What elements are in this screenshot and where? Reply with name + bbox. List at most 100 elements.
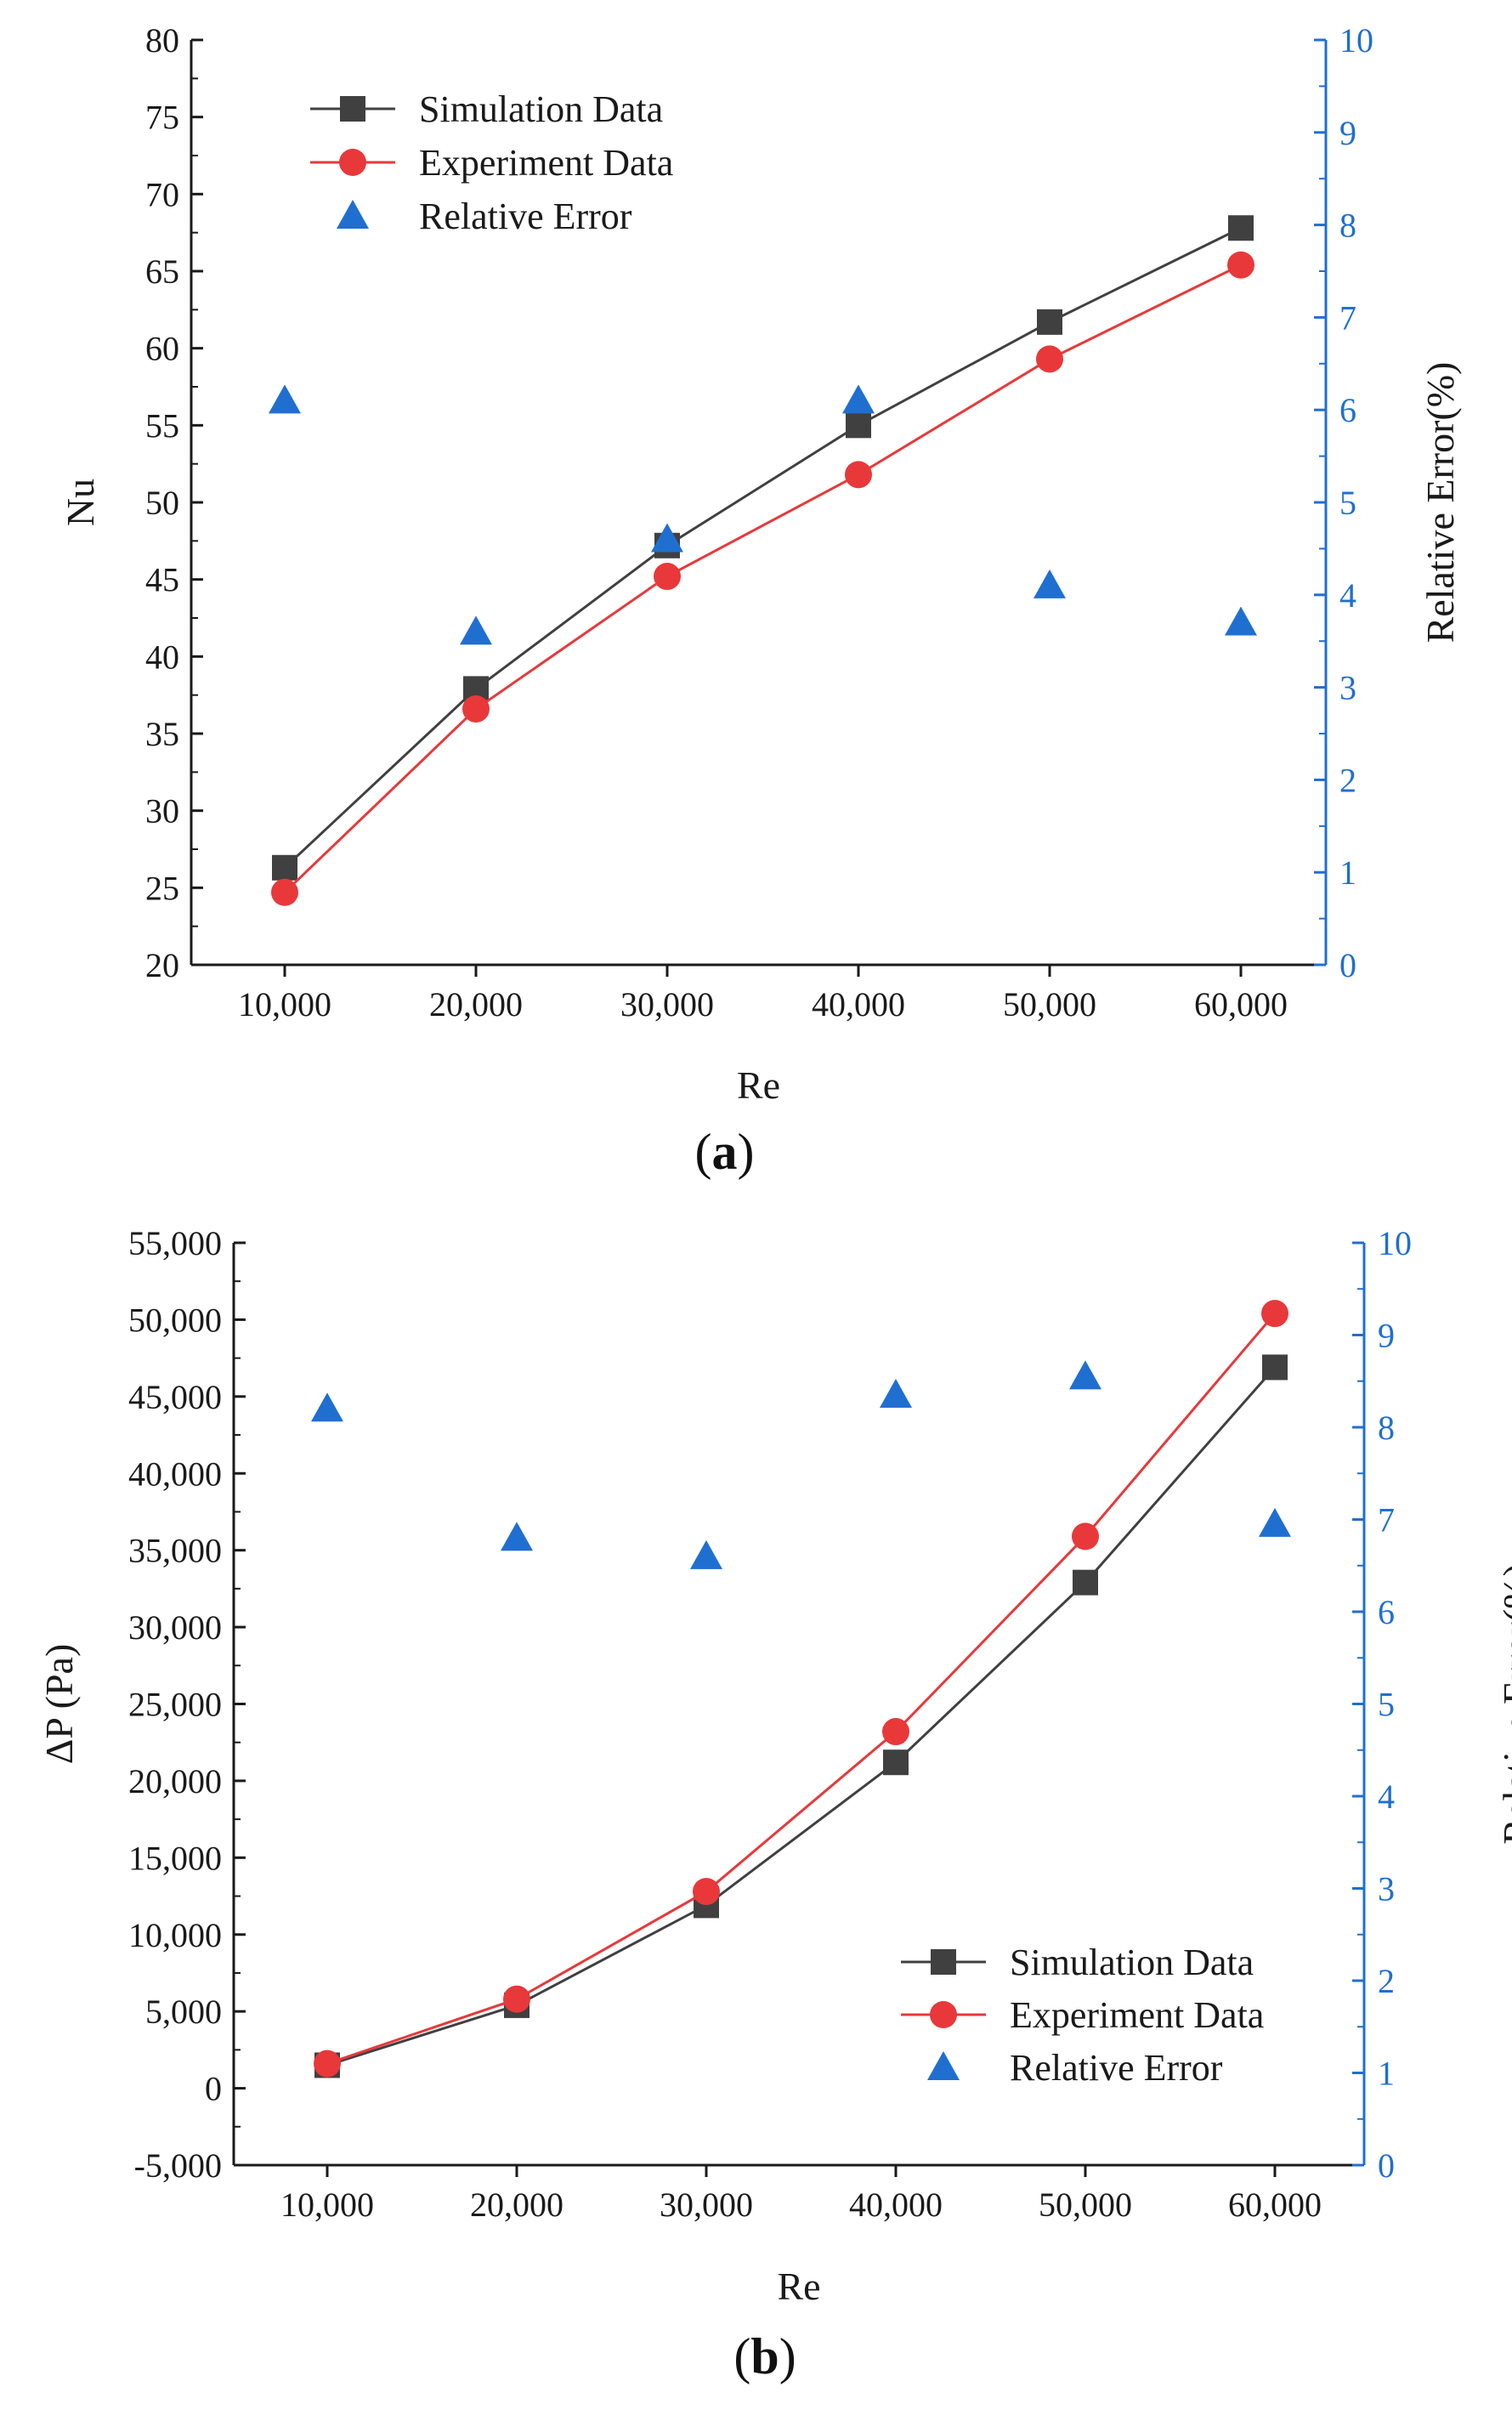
series-line xyxy=(283,264,1242,893)
left-tick-label: 45,000 xyxy=(128,1378,222,1416)
left-tick-label: 55 xyxy=(145,406,179,445)
x-axis-label: Re xyxy=(777,2265,820,2308)
x-tick-label: 50,000 xyxy=(1039,2186,1132,2224)
data-point-circle xyxy=(462,695,490,723)
right-tick-label: 8 xyxy=(1378,1409,1395,1447)
right-tick-label: 4 xyxy=(1339,576,1356,615)
series-relative-error xyxy=(269,384,1257,645)
series-line xyxy=(283,226,1242,869)
right-tick-label: 7 xyxy=(1378,1501,1395,1539)
data-point-triangle xyxy=(1033,569,1066,598)
right-tick-label: 5 xyxy=(1339,484,1356,522)
right-tick-label: 3 xyxy=(1378,1870,1395,1908)
series-experiment-data xyxy=(271,251,1254,906)
y2-axis-label: Relative Error(%) xyxy=(1419,362,1462,644)
x-tick-label: 20,000 xyxy=(470,2186,563,2224)
left-tick-label: 35,000 xyxy=(128,1532,222,1570)
data-point-triangle xyxy=(651,523,683,553)
left-tick-label: 60 xyxy=(145,330,179,368)
left-tick-label: 65 xyxy=(145,252,179,291)
left-tick-label: 45 xyxy=(145,561,179,599)
left-tick-label: 20 xyxy=(145,946,179,984)
legend-circle-icon xyxy=(339,149,366,176)
data-point-circle xyxy=(845,461,872,489)
left-tick-label: 40 xyxy=(145,638,179,676)
data-point-circle xyxy=(882,1718,909,1746)
left-tick-label: 35 xyxy=(145,715,179,753)
data-point-triangle xyxy=(1259,1507,1291,1537)
legend-square-icon xyxy=(931,1949,956,1975)
left-tick-label: 25 xyxy=(145,869,179,907)
x-tick-label: 60,000 xyxy=(1228,2186,1322,2224)
legend-circle-icon xyxy=(930,2001,957,2028)
x-tick-label: 10,000 xyxy=(238,985,331,1023)
legend-label: Relative Error xyxy=(1010,2047,1223,2089)
data-point-square xyxy=(846,412,871,439)
x-tick-label: 30,000 xyxy=(620,985,714,1023)
series-experiment-data xyxy=(314,1300,1288,2078)
left-tick-label: 0 xyxy=(205,2070,222,2108)
legend: Simulation Data Experiment Data Relative E… xyxy=(310,88,673,237)
legend-label: Relative Error xyxy=(419,196,632,237)
data-point-triangle xyxy=(1225,606,1257,636)
right-tick-label: 9 xyxy=(1339,114,1356,152)
right-tick-label: 7 xyxy=(1339,298,1356,337)
x-tick-label: 50,000 xyxy=(1003,985,1096,1023)
data-point-square xyxy=(883,1749,909,1776)
data-point-circle xyxy=(271,878,298,906)
right-tick-label: 2 xyxy=(1378,1962,1395,2000)
panel-label: (b) xyxy=(733,2328,796,2384)
series-line xyxy=(326,1313,1277,2066)
legend-label: Experiment Data xyxy=(419,142,673,184)
right-tick-label: 0 xyxy=(1339,946,1356,984)
right-tick-label: 10 xyxy=(1378,1224,1412,1262)
right-tick-label: 1 xyxy=(1339,853,1356,892)
chart-panel-a: 2025303540455055606570758001234567891010… xyxy=(59,21,1462,1180)
legend-label: Simulation Data xyxy=(419,88,663,130)
legend-square-icon xyxy=(340,96,365,122)
data-point-triangle xyxy=(501,1522,533,1551)
y2-axis-label: Relative Error(%) xyxy=(1495,1563,1512,1845)
data-point-square xyxy=(272,854,297,881)
data-point-triangle xyxy=(269,384,301,414)
y-axis-label: Nu xyxy=(59,479,102,526)
data-point-circle xyxy=(693,1878,720,1906)
left-tick-label: 25,000 xyxy=(128,1686,222,1724)
legend: Simulation Data Experiment Data Relative E… xyxy=(901,1942,1264,2089)
series-simulation-data xyxy=(272,215,1254,881)
right-tick-label: 5 xyxy=(1378,1686,1395,1724)
legend-label: Experiment Data xyxy=(1010,1994,1264,2036)
data-point-triangle xyxy=(690,1539,722,1569)
data-point-triangle xyxy=(842,384,875,414)
left-tick-label: 70 xyxy=(145,175,179,213)
x-tick-label: 30,000 xyxy=(660,2186,753,2224)
left-tick-label: 20,000 xyxy=(128,1762,222,1800)
data-point-circle xyxy=(654,563,681,591)
series-line xyxy=(326,1366,1277,2067)
x-tick-label: 40,000 xyxy=(812,985,905,1023)
left-tick-label: 80 xyxy=(145,21,179,60)
data-point-circle xyxy=(1261,1300,1288,1328)
data-point-circle xyxy=(503,1985,530,2013)
x-tick-label: 60,000 xyxy=(1194,985,1288,1023)
left-tick-label: 15,000 xyxy=(128,1839,222,1877)
left-tick-label: 10,000 xyxy=(128,1916,222,1954)
right-tick-label: 6 xyxy=(1339,391,1356,429)
data-point-square xyxy=(1073,1569,1098,1596)
x-tick-label: 10,000 xyxy=(280,2186,374,2224)
data-point-triangle xyxy=(311,1392,343,1422)
legend-triangle-icon xyxy=(337,200,369,229)
data-point-square xyxy=(1037,309,1062,335)
right-tick-label: 8 xyxy=(1339,207,1356,245)
y-axis-label: ΔP (Pa) xyxy=(37,1644,81,1765)
data-point-triangle xyxy=(460,615,492,645)
left-tick-label: 30,000 xyxy=(128,1608,222,1647)
left-tick-label: 40,000 xyxy=(128,1454,222,1493)
left-tick-label: -5,000 xyxy=(134,2146,222,2185)
data-point-circle xyxy=(1227,251,1254,279)
series-relative-error xyxy=(311,1360,1291,1569)
right-tick-label: 3 xyxy=(1339,669,1356,707)
legend-label: Simulation Data xyxy=(1010,1942,1254,1983)
left-tick-label: 5,000 xyxy=(145,1993,222,2031)
